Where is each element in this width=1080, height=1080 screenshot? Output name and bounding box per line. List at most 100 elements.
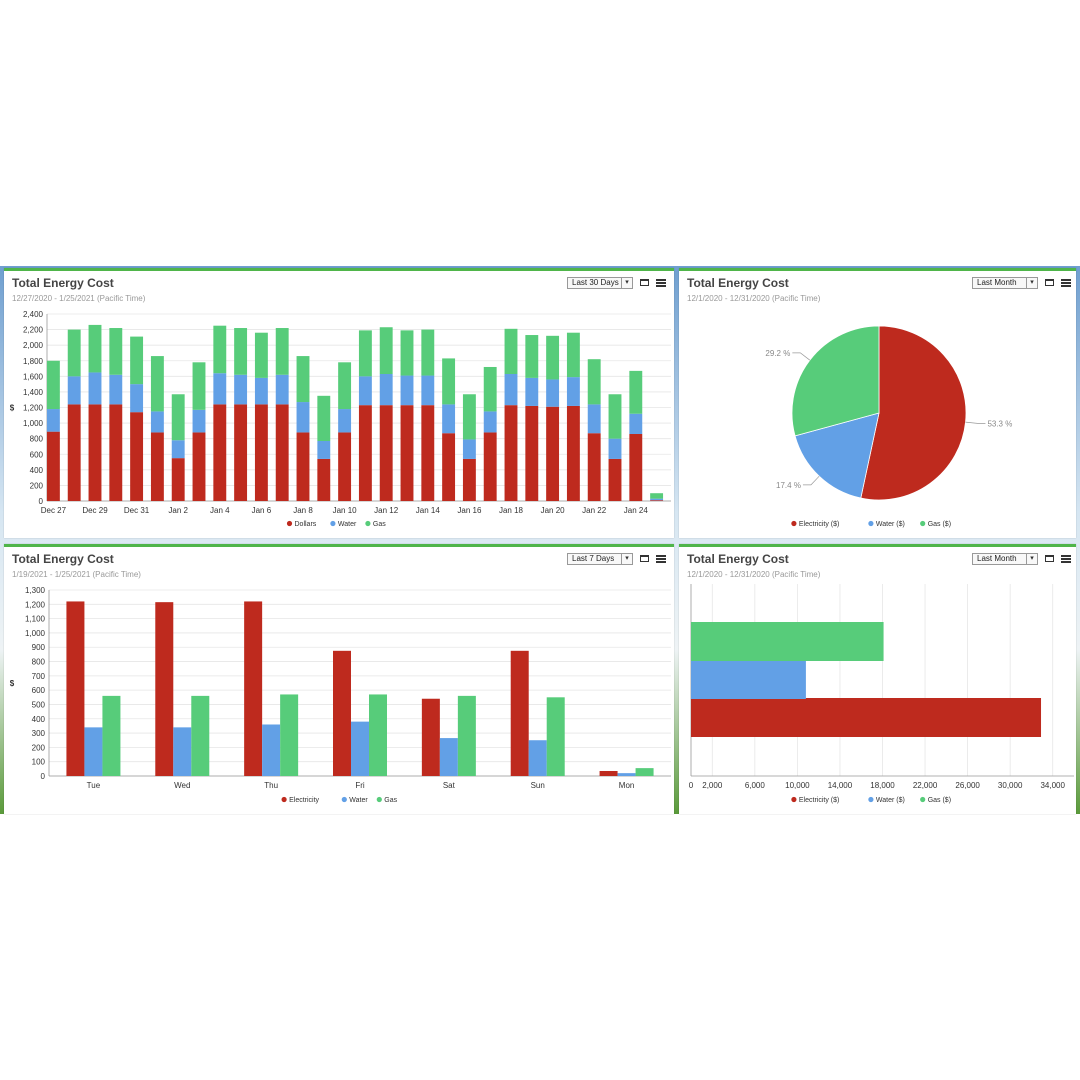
x-tick-label: 10,000 xyxy=(785,781,810,790)
pie-slice xyxy=(791,325,880,437)
bar xyxy=(351,721,369,776)
legend-marker xyxy=(868,520,874,527)
y-tick-label: 700 xyxy=(32,672,46,681)
bar-segment xyxy=(629,413,643,434)
window-icon[interactable] xyxy=(1045,279,1054,286)
pie-data-label: 53.3 % xyxy=(987,419,1012,428)
bar-segment xyxy=(566,332,580,378)
bar-segment xyxy=(171,394,185,441)
bar-segment xyxy=(650,493,664,499)
bar-segment xyxy=(130,412,144,501)
hamburger-menu-icon[interactable] xyxy=(1061,279,1071,287)
range-select-value: Last Month xyxy=(977,554,1017,563)
bar-segment xyxy=(504,405,518,501)
y-tick-label: 1,200 xyxy=(23,404,44,413)
x-tick-label: 34,000 xyxy=(1040,781,1065,790)
bar-segment xyxy=(358,405,372,501)
y-tick-label: 2,000 xyxy=(23,341,44,350)
panel-title: Total Energy Cost xyxy=(687,552,789,566)
x-tick-label: Jan 10 xyxy=(333,506,358,515)
bar xyxy=(244,601,263,776)
bar-segment xyxy=(442,404,456,434)
x-tick-label: Sat xyxy=(443,781,456,790)
y-tick-label: 1,600 xyxy=(23,372,44,381)
panel-monthly-share: Total Energy Cost 12/1/2020 - 12/31/2020… xyxy=(679,268,1076,538)
panel-title: Total Energy Cost xyxy=(687,276,789,290)
window-icon[interactable] xyxy=(640,555,649,562)
chevron-down-icon: ▾ xyxy=(621,278,632,288)
bar-segment xyxy=(462,439,476,459)
y-tick-label: 400 xyxy=(30,466,44,475)
bar-segment xyxy=(421,405,435,501)
bar-segment xyxy=(275,328,289,375)
bar-segment xyxy=(150,411,164,433)
bar-segment xyxy=(525,377,539,406)
panel-title: Total Energy Cost xyxy=(12,276,114,290)
x-tick-label: 2,000 xyxy=(702,781,723,790)
range-select[interactable]: Last 30 Days ▾ xyxy=(567,277,633,289)
y-tick-label: 100 xyxy=(32,758,46,767)
bar-segment xyxy=(130,336,144,385)
bar xyxy=(546,697,565,776)
x-tick-label: Thu xyxy=(264,781,278,790)
bar xyxy=(369,694,387,776)
bar-segment xyxy=(213,404,227,501)
x-tick-label: 14,000 xyxy=(828,781,853,790)
bar xyxy=(635,768,654,776)
range-select[interactable]: Last Month ▾ xyxy=(972,277,1038,289)
legend-label: Electricity ($) xyxy=(799,797,839,804)
range-select[interactable]: Last Month ▾ xyxy=(972,553,1038,565)
bar-segment xyxy=(171,458,185,501)
bar-segment xyxy=(254,404,268,501)
legend-marker xyxy=(868,796,874,803)
legend-label: Water xyxy=(349,797,368,804)
window-icon[interactable] xyxy=(640,279,649,286)
y-tick-label: 1,200 xyxy=(25,600,46,609)
bar-segment xyxy=(171,440,185,459)
legend-marker xyxy=(281,796,287,803)
bar-segment xyxy=(400,405,414,501)
bar-segment xyxy=(400,330,414,376)
bar-segment xyxy=(67,376,81,405)
bar-segment xyxy=(317,458,331,501)
bar-segment xyxy=(379,327,393,374)
legend-label: Water ($) xyxy=(876,797,905,804)
bar-segment xyxy=(296,402,310,433)
hamburger-menu-icon[interactable] xyxy=(1061,555,1071,563)
window-icon[interactable] xyxy=(1045,555,1054,562)
chevron-down-icon: ▾ xyxy=(1026,554,1037,564)
legend-label: Water xyxy=(338,521,357,528)
grouped-bar-chart: 0 100 200 300 400 500 600 700 800 900 1,000 1,100 1,… xyxy=(10,586,671,804)
y-axis-label: $ xyxy=(10,679,15,688)
hamburger-menu-icon[interactable] xyxy=(656,279,666,287)
bar-segment xyxy=(525,335,539,378)
bar-segment xyxy=(67,404,81,501)
bar xyxy=(173,727,192,776)
bar xyxy=(457,695,476,776)
bar-segment xyxy=(338,409,352,433)
y-tick-label: 600 xyxy=(32,686,46,695)
x-tick-label: 18,000 xyxy=(870,781,895,790)
legend-marker xyxy=(330,520,336,527)
bar-segment xyxy=(587,404,601,434)
x-tick-label: Jan 4 xyxy=(210,506,230,515)
bar xyxy=(421,698,440,776)
bar-segment xyxy=(587,433,601,501)
x-tick-label: Jan 8 xyxy=(293,506,313,515)
range-select[interactable]: Last 7 Days ▾ xyxy=(567,553,633,565)
bar-segment xyxy=(483,366,497,412)
bar-segment xyxy=(46,431,60,501)
hamburger-menu-icon[interactable] xyxy=(656,555,666,563)
bar-segment xyxy=(109,404,123,501)
bar xyxy=(262,724,281,776)
bar-segment xyxy=(442,433,456,501)
bar-segment xyxy=(234,374,248,405)
bar-segment xyxy=(67,329,81,377)
bar-segment xyxy=(234,328,248,375)
panel-monthly-totals: Total Energy Cost 12/1/2020 - 12/31/2020… xyxy=(679,544,1076,814)
bar-segment xyxy=(192,409,206,433)
bar-segment xyxy=(566,405,580,501)
chevron-down-icon: ▾ xyxy=(1026,278,1037,288)
x-tick-label: Sun xyxy=(531,781,545,790)
bar-segment xyxy=(130,384,144,413)
